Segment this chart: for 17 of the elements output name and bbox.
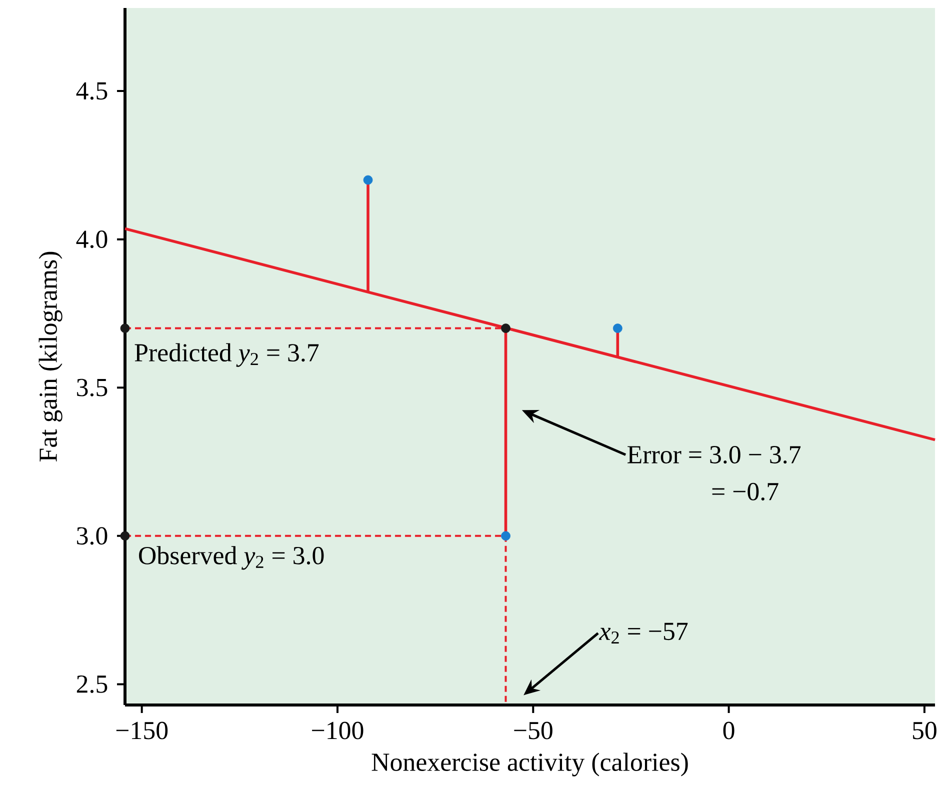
y-tick-label: 2.5 bbox=[76, 675, 108, 693]
x-tick-label: 0 bbox=[723, 722, 734, 740]
y-tick-label: 3.5 bbox=[77, 378, 108, 396]
y-tick-label: 4.0 bbox=[76, 230, 108, 248]
y-axis-title: Fat gain (kilograms) bbox=[38, 252, 62, 462]
x-tick-label: −50 bbox=[514, 722, 552, 740]
x-tick-label: −100 bbox=[312, 722, 364, 740]
annotation: Predicted y$_{2}$ = 3.7 bbox=[134, 343, 319, 367]
x-tick-label: −150 bbox=[116, 722, 168, 740]
x-axis-title: Nonexercise activity (calories) bbox=[372, 752, 688, 776]
y-tick-label: 3.0 bbox=[77, 527, 108, 545]
annotation: Observed y$_{2}$ = 3.0 bbox=[139, 546, 324, 570]
annotation: = −0.7 bbox=[712, 482, 778, 500]
x-tick-label: 50 bbox=[912, 722, 936, 740]
y-tick-label: 4.5 bbox=[76, 82, 108, 100]
annotation: Error = 3.0 − 3.7 bbox=[628, 446, 801, 464]
annotation: x$_{2}$ = −57 bbox=[598, 622, 688, 644]
